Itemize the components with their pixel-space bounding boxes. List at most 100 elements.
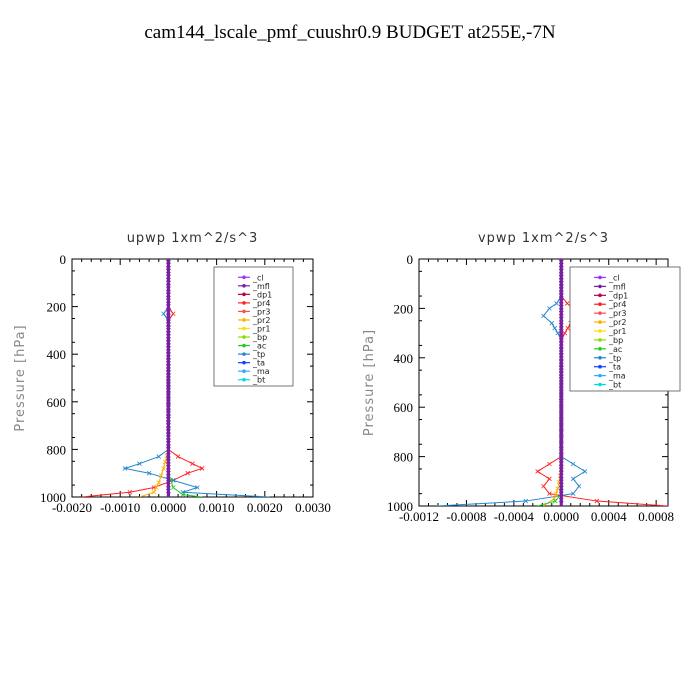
series-marker: [166, 351, 171, 357]
x-tick-label: 0.0000: [543, 509, 579, 524]
series-marker: [166, 470, 171, 476]
series-marker: [562, 330, 568, 336]
y-tick-label: 1000: [387, 499, 413, 514]
series-marker: [559, 262, 564, 268]
series-marker: [559, 359, 564, 364]
legend-marker: [598, 347, 602, 351]
legend-label: _bt: [252, 376, 265, 385]
series-marker: [166, 447, 171, 452]
series-marker: [553, 491, 559, 496]
series-line-pr4: [81, 259, 204, 497]
series-marker: [166, 340, 171, 345]
legend-marker: [598, 275, 602, 280]
series-marker: [195, 485, 200, 490]
series-marker: [166, 328, 171, 333]
x-tick-label: 0.0008: [638, 509, 674, 524]
legend-marker: [598, 355, 602, 360]
legend-marker: [242, 292, 246, 297]
series-marker: [166, 476, 171, 482]
series-marker: [166, 423, 171, 428]
series-marker: [559, 389, 564, 394]
series-marker: [185, 470, 190, 476]
series-marker: [559, 485, 564, 491]
series-marker: [559, 407, 564, 412]
series-marker: [582, 469, 588, 474]
series-marker: [167, 259, 171, 262]
series-marker: [166, 357, 171, 363]
series-marker: [559, 419, 564, 424]
series-marker: [122, 466, 128, 471]
series-marker: [570, 476, 576, 482]
series-marker: [547, 491, 552, 496]
series-marker: [166, 262, 171, 268]
legend-label: _mfl: [608, 282, 626, 291]
y-tick-label: 200: [394, 301, 414, 316]
legend-marker: [242, 343, 246, 348]
y-axis-title: Pressure [hPa]: [362, 329, 377, 436]
series-marker: [166, 298, 171, 303]
legend-label: _pr4: [608, 300, 626, 309]
series-marker: [559, 371, 564, 376]
series-marker: [552, 325, 558, 331]
panel-title: upwp 1xm^2/s^3: [127, 231, 259, 246]
y-tick-label: 200: [47, 300, 67, 315]
series-marker: [565, 325, 571, 331]
legend-marker: [242, 360, 246, 365]
series-marker: [166, 280, 171, 286]
legend-label: _pr4: [252, 299, 270, 308]
series-marker: [166, 316, 171, 321]
series-marker: [199, 466, 205, 471]
legend-marker: [242, 284, 246, 288]
series-marker: [559, 377, 564, 382]
series-marker: [535, 469, 540, 474]
series-marker: [161, 466, 166, 471]
legend-marker: [242, 275, 246, 280]
series-marker: [559, 443, 564, 449]
legend-label: _pr2: [252, 316, 270, 325]
legend-marker: [598, 311, 602, 315]
series-marker: [166, 259, 169, 262]
series-marker: [559, 365, 564, 370]
series-marker: [166, 310, 171, 315]
series-marker: [559, 310, 564, 316]
series-line-pr2: [543, 259, 562, 506]
series-marker: [547, 461, 552, 467]
series-marker: [166, 482, 171, 488]
legend-label: _bp: [608, 336, 623, 345]
legend-marker: [598, 382, 602, 387]
legend-label: _cl: [252, 273, 264, 282]
series-marker: [166, 369, 171, 375]
series-marker: [559, 298, 564, 304]
series-marker: [190, 461, 195, 466]
y-tick-label: 800: [47, 442, 67, 457]
y-tick-label: 600: [47, 395, 67, 410]
series-marker: [551, 496, 557, 501]
series-marker: [559, 449, 564, 455]
legend-label: _tp: [608, 354, 621, 363]
y-tick-label: 0: [407, 252, 414, 267]
legend-marker: [242, 318, 246, 322]
legend: _cl_mfl_dp1_pr4_pr3_pr2_pr1_bp_ac_tp_ta_…: [569, 266, 681, 392]
legend-label: _dp1: [608, 291, 628, 300]
legend-marker: [242, 352, 246, 356]
series-marker: [127, 489, 133, 495]
series-marker: [559, 268, 564, 274]
legend-marker: [242, 326, 246, 331]
series-marker: [166, 435, 171, 440]
series-marker: [576, 483, 582, 489]
legend-marker: [242, 369, 246, 373]
series-marker: [559, 274, 564, 280]
series-marker: [162, 459, 168, 465]
series-marker: [559, 322, 564, 328]
series-marker: [564, 301, 570, 306]
x-tick-label: 0.0004: [591, 509, 627, 524]
series-marker: [146, 470, 152, 476]
series-marker: [555, 486, 561, 491]
series-marker: [559, 467, 564, 473]
series-marker: [549, 320, 555, 326]
series-marker: [166, 417, 171, 422]
series-marker: [166, 334, 171, 339]
series-marker: [559, 413, 564, 418]
legend-label: _pr1: [608, 327, 626, 336]
series-marker: [166, 453, 171, 458]
